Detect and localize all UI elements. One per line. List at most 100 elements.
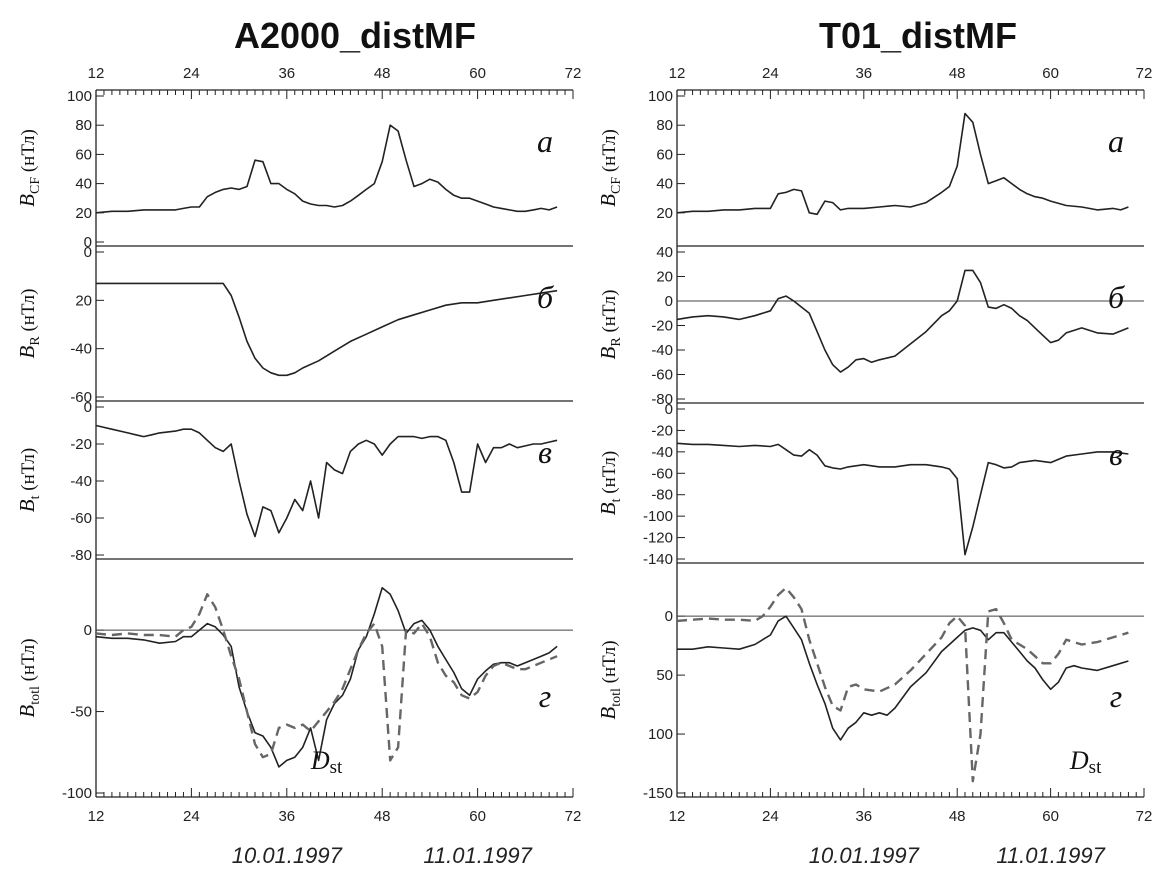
y-label-main: B xyxy=(596,346,620,359)
y-axis-label: Btotl (нТл) xyxy=(15,638,43,717)
dst-annotation: Dst xyxy=(1069,746,1102,778)
y-label-unit: (нТл) xyxy=(599,640,620,688)
y-tick-label: -20 xyxy=(651,422,673,439)
panel-letter: а xyxy=(537,123,553,159)
x-tick-label-top: 36 xyxy=(855,65,872,82)
x-tick-label-top: 60 xyxy=(1042,65,1059,82)
panel-1: 0 20 40 60 80 100 BCF (нТл) а xyxy=(15,88,558,251)
x-tick-label-bottom: 24 xyxy=(183,808,200,825)
x-tick-label-bottom: 36 xyxy=(278,808,295,825)
y-tick-label: 80 xyxy=(75,117,92,134)
date-label: 10.01.1997 xyxy=(232,843,343,868)
x-tick-label-bottom: 12 xyxy=(669,808,686,825)
y-tick-label: 0 xyxy=(84,399,92,416)
y-tick-label: -40 xyxy=(70,473,92,490)
series-line xyxy=(676,269,1129,373)
dst-main: D xyxy=(310,746,330,775)
date-label: 11.01.1997 xyxy=(423,843,532,868)
y-label-unit: (нТл) xyxy=(18,289,39,337)
y-tick-label: 40 xyxy=(75,176,92,193)
y-label-sub: totl xyxy=(28,686,43,705)
y-tick-label: -60 xyxy=(651,367,673,384)
y-tick-label: 20 xyxy=(75,205,92,222)
y-tick-label: 0 xyxy=(84,244,92,261)
y-label-main: B xyxy=(596,194,620,207)
y-tick-label: 20 xyxy=(656,269,673,286)
dst-annotation: Dst xyxy=(310,746,343,778)
panel-letter: в xyxy=(538,434,552,470)
x-tick-label-top: 12 xyxy=(669,65,686,82)
y-axis-label: BR (нТл) xyxy=(596,290,624,360)
y-tick-label: -100 xyxy=(62,785,92,802)
y-tick-label: -60 xyxy=(70,389,92,406)
series-line xyxy=(676,112,1129,216)
panel-2: 0 20 -40 -60 BR (нТл) б xyxy=(15,244,573,406)
y-label-main: B xyxy=(596,502,620,515)
y-label-sub: t xyxy=(609,498,624,502)
y-label-main: B xyxy=(596,707,620,720)
y-label-unit: (нТл) xyxy=(599,129,620,177)
y-tick-label: 100 xyxy=(67,88,92,105)
y-label-unit: (нТл) xyxy=(599,290,620,338)
panel-3: 0 -20 -40 -60 -80 Bt (нТл) в xyxy=(15,399,573,564)
panel-1: 20 40 60 80 100 BCF (нТл) а xyxy=(596,88,1129,222)
y-label-main: B xyxy=(15,499,39,512)
panel-2: 40 20 0 -20 -40 -60 -80 BR (нТл) б xyxy=(596,244,1144,408)
series-line xyxy=(676,442,1129,556)
x-tick-label-bottom: 60 xyxy=(469,808,486,825)
panel-letter: б xyxy=(537,279,554,315)
dst-series-line xyxy=(95,593,558,762)
y-axis-label: Bt (нТл) xyxy=(15,448,43,512)
y-tick-label: 60 xyxy=(75,146,92,163)
y-tick-label: -140 xyxy=(643,551,673,568)
panel-letter: а xyxy=(1108,123,1124,159)
y-tick-label: 0 xyxy=(84,622,92,639)
y-label-unit: (нТл) xyxy=(18,129,39,177)
y-tick-label: 50 xyxy=(656,667,673,684)
x-tick-label-top: 60 xyxy=(469,65,486,82)
x-tick-label-top: 72 xyxy=(565,65,582,82)
panel-3: 0 -20 -40 -60 -80 -100 -120 -140 Bt (нТл) в xyxy=(596,401,1144,568)
chart-title: T01_distMF xyxy=(819,15,1017,56)
y-label-sub: totl xyxy=(609,688,624,707)
y-tick-label: 0 xyxy=(665,401,673,418)
y-label-sub: R xyxy=(609,337,624,347)
x-tick-label-top: 72 xyxy=(1136,65,1153,82)
y-tick-label: -100 xyxy=(643,508,673,525)
y-tick-label: 100 xyxy=(648,726,673,743)
y-axis-label: BCF (нТл) xyxy=(15,129,43,207)
chart-1: A2000_distMF 12 12 24 24 36 36 48 48 60 60 72 72 10.0… xyxy=(15,15,581,868)
y-tick-label: 20 xyxy=(75,292,92,309)
date-label: 11.01.1997 xyxy=(996,843,1105,868)
y-tick-label: -20 xyxy=(651,318,673,335)
y-tick-label: -50 xyxy=(70,704,92,721)
y-label-sub: t xyxy=(28,495,43,499)
y-tick-label: 80 xyxy=(656,117,673,134)
date-label: 10.01.1997 xyxy=(809,843,920,868)
x-tick-label-top: 24 xyxy=(762,65,779,82)
x-tick-label-top: 48 xyxy=(374,65,391,82)
y-tick-label: 0 xyxy=(665,608,673,625)
panel-letter: б xyxy=(1108,279,1125,315)
y-label-sub: R xyxy=(28,336,43,346)
y-tick-label: 0 xyxy=(84,234,92,251)
dst-main: D xyxy=(1069,746,1089,775)
x-tick-label-bottom: 60 xyxy=(1042,808,1059,825)
y-label-main: B xyxy=(15,345,39,358)
x-tick-label-bottom: 36 xyxy=(855,808,872,825)
x-tick-label-top: 12 xyxy=(88,65,105,82)
series-line xyxy=(95,587,558,768)
y-tick-label: 60 xyxy=(656,146,673,163)
x-tick-label-bottom: 48 xyxy=(949,808,966,825)
x-tick-label-bottom: 24 xyxy=(762,808,779,825)
panel-letter: г xyxy=(539,678,551,714)
y-tick-label: 0 xyxy=(665,293,673,310)
series-line xyxy=(95,424,558,538)
panel-letter: г xyxy=(1110,678,1122,714)
y-tick-label: 40 xyxy=(656,244,673,261)
x-tick-label-top: 48 xyxy=(949,65,966,82)
y-axis-label: Bt (нТл) xyxy=(596,451,624,515)
y-tick-label: -60 xyxy=(651,465,673,482)
